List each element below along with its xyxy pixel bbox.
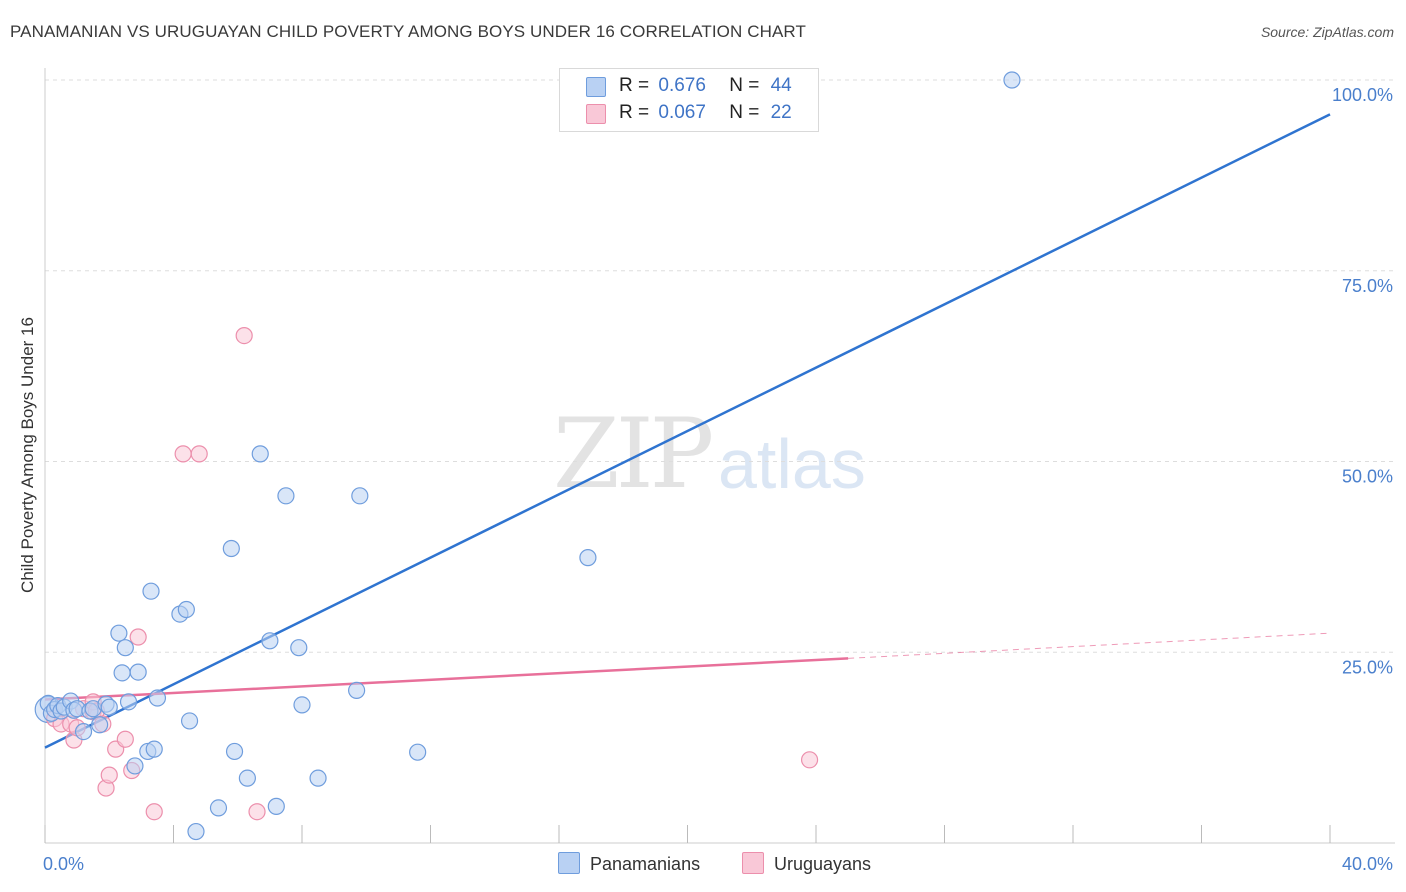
data-point-panamanians [180,712,199,730]
y-tick-label: 50.0% [1342,467,1393,487]
legend-r-value: 0.067 [658,102,706,123]
x-tick-label: 0.0% [43,854,84,874]
trend-line-panamanians [44,113,1331,749]
data-point-uruguayans [174,445,192,463]
data-point-uruguayans [235,327,253,345]
y-tick-label: 100.0% [1332,85,1393,105]
data-points [34,71,1021,841]
legend-label: Panamanians [590,854,701,874]
data-point-panamanians [309,769,327,787]
data-point-panamanians [251,445,269,463]
y-tick-label: 75.0% [1342,276,1393,296]
legend-item-uruguayans: Uruguayans [742,852,871,875]
data-point-panamanians [116,639,134,657]
data-point-panamanians [91,716,109,734]
data-point-panamanians [187,822,205,841]
legend-n-label: N = [729,102,760,123]
legend-r-label: R = [619,102,650,123]
grid-lines [45,79,1395,653]
legend-swatch-blue [586,77,606,97]
legend-n-value: 22 [770,102,792,123]
data-point-uruguayans [248,803,266,821]
tick-labels: 25.0% 50.0% 75.0% 100.0% 0.0% 40.0% [43,85,1393,874]
data-point-uruguayans [800,751,819,769]
data-point-panamanians [126,757,144,775]
legend-item-panamanians: Panamanians [558,852,700,875]
legend-r-value: 0.676 [658,75,706,96]
data-point-panamanians [261,632,279,650]
legend-label: Uruguayans [774,854,872,874]
data-point-panamanians [290,639,308,657]
x-tick-label: 40.0% [1342,854,1393,874]
data-point-panamanians [113,664,131,682]
watermark-atlas: atlas [718,425,866,503]
data-point-uruguayans [129,628,147,646]
trend-line-uruguayans [44,657,849,701]
data-point-panamanians [100,698,118,716]
trend-lines [44,113,1331,749]
data-point-panamanians [225,742,244,761]
data-point-panamanians [110,624,128,642]
axes [44,68,1395,844]
data-point-panamanians [267,797,285,815]
legend-n-value: 44 [770,75,792,96]
data-point-panamanians [277,487,295,505]
watermark-zip: ZIP [553,398,714,510]
legend-r-label: R = [619,75,650,96]
data-point-panamanians [348,681,366,700]
data-point-panamanians [293,696,311,714]
data-point-panamanians [222,539,240,558]
data-point-panamanians [74,723,93,741]
data-point-uruguayans [190,445,208,463]
data-point-panamanians [209,799,228,817]
data-point-panamanians [238,769,256,787]
data-point-panamanians [177,600,195,619]
data-point-uruguayans [100,766,118,784]
data-point-uruguayans [116,730,134,748]
data-point-panamanians [579,549,597,567]
data-point-panamanians [1003,71,1021,89]
data-point-panamanians [129,663,147,681]
legend-swatch-pink [742,852,764,874]
data-point-uruguayans [145,803,163,821]
data-point-panamanians [119,693,138,711]
correlation-legend: R = 0.676 N = 44 R = 0.067 N = 22 [559,68,819,132]
chart-source: Source: ZipAtlas.com [1260,24,1394,40]
legend-swatch-pink [586,104,606,124]
data-point-panamanians [145,740,163,758]
data-point-panamanians [142,582,160,600]
data-point-panamanians [351,487,369,505]
legend-n-label: N = [729,75,760,96]
legend-swatch-blue [558,852,580,874]
data-point-panamanians [409,743,427,761]
trend-line-uruguayans-extension [848,632,1331,659]
chart-title: PANAMANIAN VS URUGUAYAN CHILD POVERTY AM… [10,22,806,41]
y-axis-label: Child Poverty Among Boys Under 16 [18,317,37,593]
y-tick-label: 25.0% [1342,657,1393,677]
data-point-panamanians [148,689,167,707]
